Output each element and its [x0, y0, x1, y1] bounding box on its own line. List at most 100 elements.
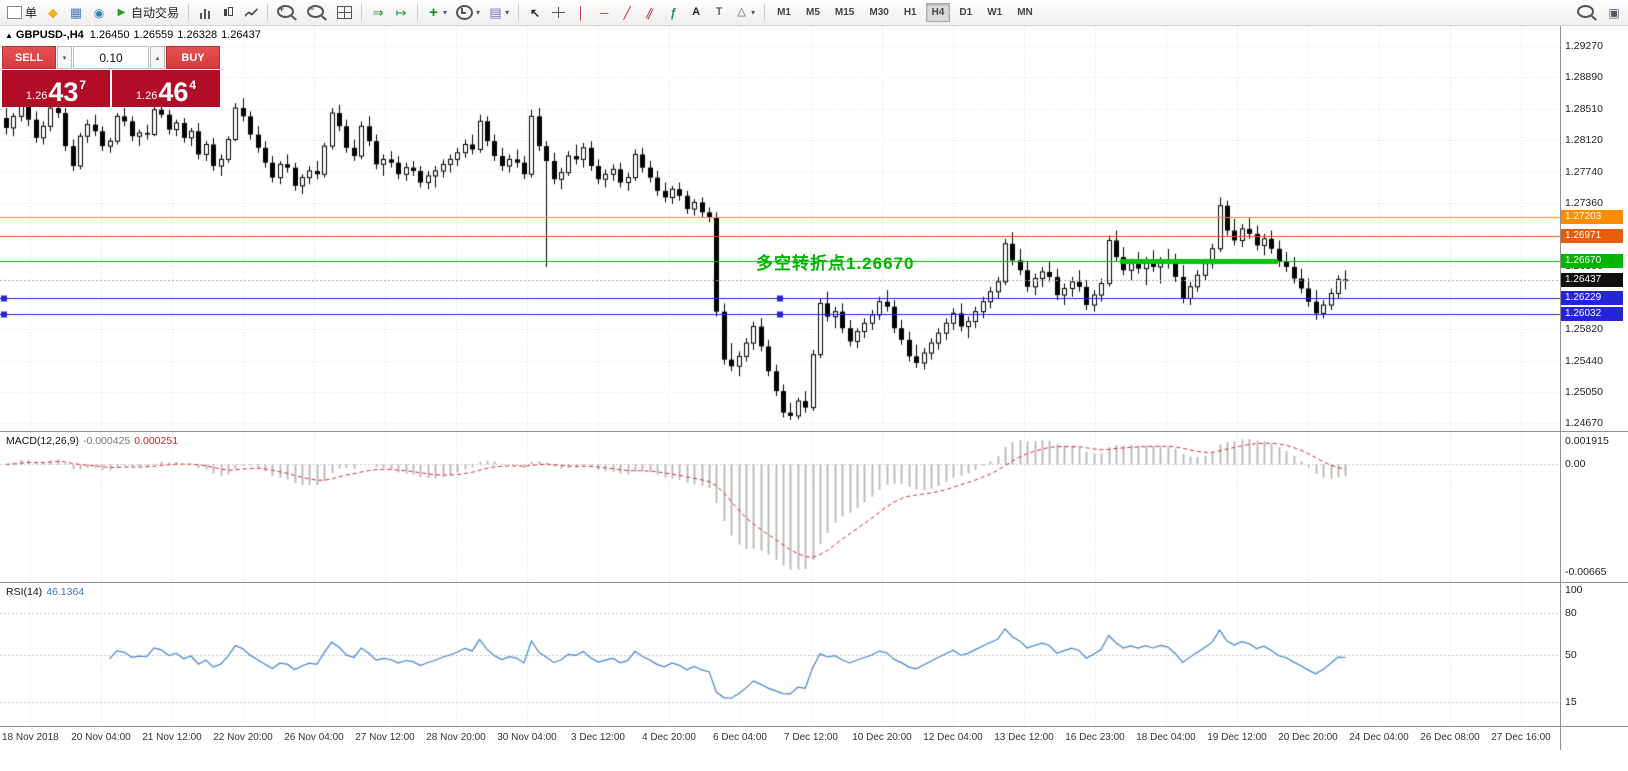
open-value: 1.26450	[89, 29, 130, 41]
search-button[interactable]	[1573, 2, 1602, 24]
zoom-in-button[interactable]	[273, 2, 302, 24]
macd-signal-value: 0.000251	[134, 435, 179, 447]
toolbar-separator	[518, 4, 520, 21]
templates-button[interactable]: ▾	[485, 2, 513, 24]
rsi-axis-label: 15	[1565, 696, 1577, 709]
text-icon	[690, 6, 703, 20]
timeframe-m1-button[interactable]: M1	[771, 3, 797, 22]
price-axis-label: 1.25440	[1565, 354, 1603, 367]
vertical-line-icon	[575, 6, 588, 20]
rsi-name: RSI(14)	[6, 586, 43, 598]
buy-button[interactable]: BUY	[166, 46, 220, 69]
window-layout-button[interactable]	[1603, 2, 1625, 24]
timeframe-h4-button[interactable]: H4	[925, 3, 951, 22]
timeframe-m30-button[interactable]: M30	[863, 3, 894, 22]
pivot-annotation-text[interactable]: 多空转折点1.26670	[756, 254, 915, 273]
terminal-icon	[70, 6, 83, 20]
macd-indicator-label: MACD(12,26,9) -0.000425 0.000251	[6, 435, 178, 447]
tile-windows-icon	[337, 6, 353, 19]
terminal-button[interactable]	[65, 2, 87, 24]
fibonacci-icon	[667, 6, 680, 20]
candlestick-chart-button[interactable]	[217, 2, 239, 24]
sell-pipette: 7	[79, 78, 87, 92]
auto-scroll-button[interactable]	[367, 2, 389, 24]
crosshair-button[interactable]	[547, 2, 569, 24]
line-chart-icon	[244, 7, 258, 18]
lot-increase-button[interactable]: ▴	[150, 46, 165, 69]
timeframe-m15-button[interactable]: M15	[829, 3, 860, 22]
time-axis-label: 3 Dec 12:00	[571, 732, 625, 743]
chevron-down-icon: ▾	[476, 8, 481, 17]
shapes-button[interactable]: ▾	[731, 2, 759, 24]
lot-decrease-button[interactable]: ▾	[57, 46, 72, 69]
trendline-icon	[621, 6, 634, 20]
macd-main-value: -0.000425	[82, 435, 131, 447]
timeframe-w1-button[interactable]: W1	[981, 3, 1008, 22]
time-axis-label: 22 Nov 20:00	[213, 732, 273, 743]
cursor-button[interactable]	[524, 2, 546, 24]
price-axis-label: 1.24670	[1565, 417, 1603, 430]
macd-pane-canvas[interactable]	[0, 432, 1560, 582]
trendline-button[interactable]	[616, 2, 638, 24]
sell-big-figure: 1.26	[25, 90, 48, 102]
metaeditor-button[interactable]	[42, 2, 64, 24]
time-axis-label: 30 Nov 04:00	[497, 732, 557, 743]
chevron-up-icon: ▴	[155, 54, 160, 62]
bar-chart-icon	[198, 6, 212, 19]
timeframe-mn-button[interactable]: MN	[1011, 3, 1039, 22]
periods-button[interactable]: ▾	[452, 2, 484, 24]
tile-windows-button[interactable]	[333, 2, 356, 24]
price-chart-canvas[interactable]	[0, 26, 1560, 431]
autotrading-button[interactable]: 自动交易	[111, 2, 183, 24]
low-value: 1.26328	[177, 29, 218, 41]
horizontal-line-button[interactable]	[593, 2, 615, 24]
chart-shift-button[interactable]	[390, 2, 412, 24]
cursor-icon	[529, 6, 542, 20]
timeframe-h1-button[interactable]: H1	[898, 3, 923, 22]
sell-button[interactable]: SELL	[2, 46, 56, 69]
pane-divider[interactable]	[0, 726, 1628, 727]
lot-size-input[interactable]	[73, 46, 149, 69]
rsi-axis-label: 80	[1565, 607, 1577, 620]
macd-axis-label: -0.00665	[1565, 566, 1607, 578]
zoom-out-icon	[307, 4, 325, 18]
time-axis-label: 20 Dec 20:00	[1278, 732, 1338, 743]
metaeditor-icon	[47, 6, 60, 20]
buy-price-display[interactable]: 1.26 46 4	[112, 70, 220, 107]
zoom-out-button[interactable]	[303, 2, 332, 24]
time-axis-label: 10 Dec 20:00	[852, 732, 912, 743]
toolbar-separator	[417, 4, 419, 21]
new-order-button[interactable]: 单	[3, 2, 41, 24]
channel-button[interactable]	[639, 2, 661, 24]
bar-chart-button[interactable]	[194, 2, 216, 24]
line-chart-button[interactable]	[240, 2, 262, 24]
time-axis-label: 27 Nov 12:00	[355, 732, 415, 743]
time-axis-label: 18 Nov 2018	[2, 732, 59, 743]
price-axis-label: 1.28120	[1565, 134, 1603, 147]
toolbar-separator	[188, 4, 190, 21]
price-tag-1.26437: 1.26437	[1561, 273, 1623, 288]
sell-price-display[interactable]: 1.26 43 7	[2, 70, 110, 107]
rsi-axis-label: 50	[1565, 648, 1577, 661]
text-button[interactable]	[685, 2, 707, 24]
community-button[interactable]	[88, 2, 110, 24]
rsi-value: 46.1364	[46, 586, 85, 598]
price-scale-axis[interactable]	[1560, 26, 1561, 750]
close-value: 1.26437	[221, 29, 261, 41]
fibonacci-button[interactable]	[662, 2, 684, 24]
pane-divider[interactable]	[0, 582, 1628, 583]
timeframe-d1-button[interactable]: D1	[953, 3, 978, 22]
price-axis-label: 1.27360	[1565, 197, 1603, 210]
price-axis-label: 1.29270	[1565, 40, 1603, 52]
pane-divider[interactable]	[0, 431, 1628, 432]
periods-icon	[456, 5, 474, 20]
indicators-button[interactable]: ▾	[423, 2, 451, 24]
zoom-in-icon	[277, 4, 295, 18]
price-axis-label: 1.28890	[1565, 71, 1603, 84]
vertical-line-button[interactable]	[570, 2, 592, 24]
timeframe-m5-button[interactable]: M5	[800, 3, 826, 22]
text-label-button[interactable]	[708, 2, 730, 24]
rsi-pane-canvas[interactable]	[0, 583, 1560, 726]
high-value: 1.26559	[133, 29, 174, 41]
